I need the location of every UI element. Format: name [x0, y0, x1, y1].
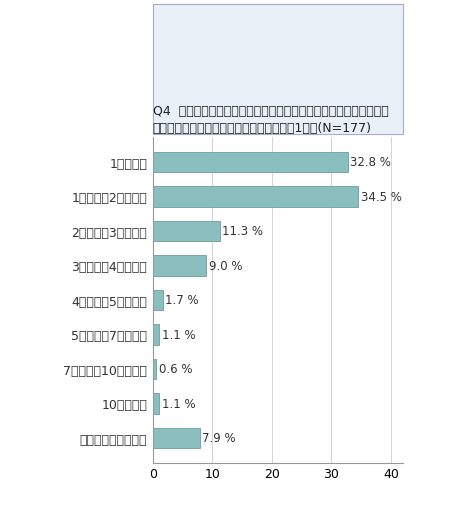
Bar — [153, 324, 159, 345]
Bar — [153, 256, 206, 276]
Bar — [153, 428, 200, 448]
Text: 32.8 %: 32.8 % — [350, 156, 391, 169]
Text: 11.3 %: 11.3 % — [222, 225, 263, 238]
Text: 7.9 %: 7.9 % — [202, 432, 236, 444]
Text: 1.1 %: 1.1 % — [162, 397, 195, 410]
Text: Q4  今年一緒に過ごす異性のパートナーへのクリスマスプレゼント
にかける費用はいくらですか。（お答えは1つ）(N=177): Q4 今年一緒に過ごす異性のパートナーへのクリスマスプレゼント にかける費用はい… — [153, 105, 388, 135]
Text: 0.6 %: 0.6 % — [159, 363, 192, 376]
Bar — [153, 393, 159, 414]
Bar — [153, 152, 348, 173]
Bar — [153, 359, 156, 380]
Bar — [153, 187, 358, 207]
Bar — [153, 290, 163, 310]
Bar — [153, 221, 220, 242]
Text: 1.1 %: 1.1 % — [162, 328, 195, 341]
Text: 34.5 %: 34.5 % — [361, 190, 401, 204]
Text: 1.7 %: 1.7 % — [165, 294, 199, 307]
Text: 9.0 %: 9.0 % — [209, 260, 242, 272]
